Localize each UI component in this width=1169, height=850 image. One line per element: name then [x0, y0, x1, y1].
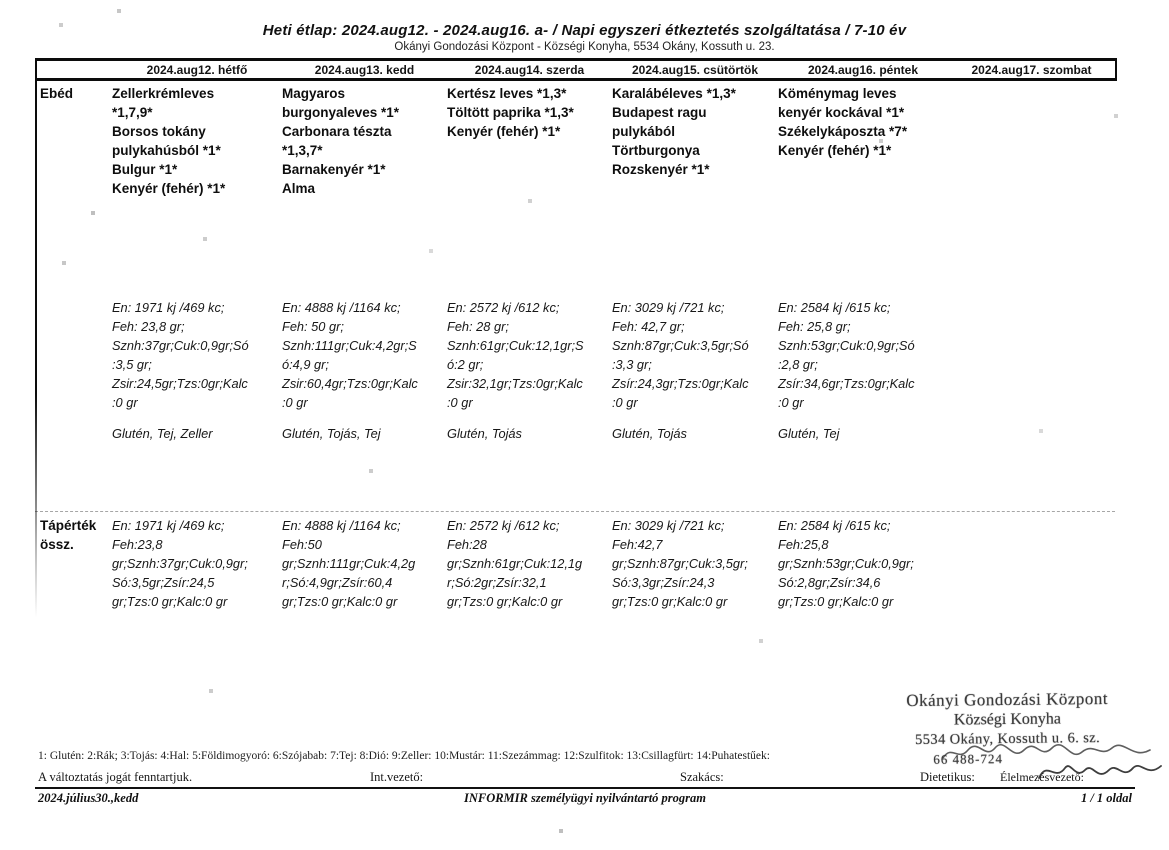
- allergens-wednesday: Glutén, Tojás: [447, 426, 522, 441]
- lunch-monday: Zellerkrémleves *1,7,9* Borsos tokány pu…: [112, 86, 226, 196]
- nutrition-tuesday: En: 4888 kj /1164 kc; Feh: 50 gr; Sznh:1…: [282, 300, 418, 410]
- row-separator: [35, 511, 1115, 512]
- day-header-saturday: 2024.aug17. szombat: [971, 62, 1092, 77]
- nutrition-wednesday: En: 2572 kj /612 kc; Feh: 28 gr; Sznh:61…: [447, 300, 584, 410]
- allergen-legend: 1: Glutén: 2:Rák; 3:Tojás: 4:Hal: 5:Föld…: [38, 750, 770, 762]
- nutrition-total-thursday: En: 3029 kj /721 kc; Feh:42,7 gr;Sznh:87…: [612, 518, 748, 609]
- nutrition-total-row: Tápérték össz. En: 1971 kj /469 kc; Feh:…: [35, 516, 1115, 611]
- nutrition-total-tuesday: En: 4888 kj /1164 kc; Feh:50 gr;Sznh:111…: [282, 518, 416, 609]
- lunch-tuesday: Magyaros burgonyaleves *1* Carbonara tés…: [282, 86, 400, 196]
- allergen-row: Glutén, Tej, Zeller Glutén, Tojás, Tej G…: [35, 426, 1115, 441]
- nutrition-friday: En: 2584 kj /615 kc; Feh: 25,8 gr; Sznh:…: [778, 300, 915, 410]
- allergens-friday: Glutén, Tej: [778, 426, 840, 441]
- footer-page-number: 1 / 1 oldal: [1080, 791, 1132, 805]
- day-header-monday: 2024.aug12. hétfő: [146, 62, 248, 77]
- allergens-tuesday: Glutén, Tojás, Tej: [282, 426, 381, 441]
- cook-label: Szakács:: [680, 770, 724, 784]
- allergens-monday: Glutén, Tej, Zeller: [112, 426, 213, 441]
- day-header-row: 2024.aug12. hétfő 2024.aug13. kedd 2024.…: [35, 58, 1117, 81]
- allergens-saturday: [948, 426, 1115, 441]
- signature-row: A változtatás jogát fenntartjuk. Int.vez…: [35, 769, 1135, 789]
- footer-print-date: 2024.július30.,kedd: [38, 791, 139, 805]
- scan-noise: [0, 0, 2, 2]
- lunch-friday: Köménymag leves kenyér kockával *1* Szék…: [778, 86, 908, 158]
- stamp-address: 5534 Okány, Kossuth u. 6. sz.: [915, 730, 1101, 748]
- footer-program-name: INFORMIR személyügyi nyilvántartó progra…: [463, 791, 707, 805]
- allergen-row-spacer: [35, 426, 112, 441]
- lunch-saturday: [948, 84, 1115, 198]
- nutrition-total-monday: En: 1971 kj /469 kc; Feh:23,8 gr;Sznh:37…: [112, 518, 248, 609]
- page-title: Heti étlap: 2024.aug12. - 2024.aug16. a-…: [262, 22, 907, 39]
- stamp-kitchen-name: Községi Konyha: [953, 710, 1062, 729]
- stamp-org-name: Okányi Gondozási Központ: [906, 688, 1109, 711]
- day-header-thursday: 2024.aug15. csütörtök: [631, 62, 759, 77]
- institution-leader-label: Int.vezető:: [370, 770, 424, 784]
- nutrition-thursday: En: 3029 kj /721 kc; Feh: 42,7 gr; Sznh:…: [612, 300, 749, 410]
- nutrition-per-meal-row: En: 1971 kj /469 kc; Feh: 23,8 gr; Sznh:…: [35, 298, 1115, 412]
- nutrition-saturday: [948, 298, 1115, 412]
- nutrition-monday: En: 1971 kj /469 kc; Feh: 23,8 gr; Sznh:…: [112, 300, 249, 410]
- day-header-friday: 2024.aug16. péntek: [807, 62, 919, 77]
- lunch-row-label: Ebéd: [40, 86, 74, 101]
- footer-row: 2024.július30.,kedd INFORMIR személyügyi…: [35, 791, 1135, 809]
- nutrition-row-spacer: [35, 298, 112, 412]
- dietitian-label: Dietetikus:: [920, 770, 975, 784]
- nutrition-total-friday: En: 2584 kj /615 kc; Feh:25,8 gr;Sznh:53…: [778, 518, 914, 609]
- day-header-wednesday: 2024.aug14. szerda: [474, 62, 585, 77]
- nutrition-total-saturday: [948, 516, 1115, 611]
- lunch-wednesday: Kertész leves *1,3* Töltött paprika *1,3…: [447, 86, 574, 139]
- page-subtitle: Okányi Gondozási Központ - Községi Konyh…: [394, 41, 775, 53]
- rights-disclaimer: A változtatás jogát fenntartjuk.: [38, 770, 193, 784]
- nutrition-total-wednesday: En: 2572 kj /612 kc; Feh:28 gr;Sznh:61gr…: [447, 518, 583, 609]
- allergens-thursday: Glutén, Tojás: [612, 426, 687, 441]
- table-left-border: [35, 58, 37, 618]
- nutrition-total-label: Tápérték össz.: [40, 518, 97, 552]
- lunch-thursday: Karalábéleves *1,3* Budapest ragu pulyká…: [612, 86, 736, 177]
- catering-manager-label: Élelmezésvezető:: [1000, 770, 1084, 784]
- lunch-row: Ebéd Zellerkrémleves *1,7,9* Borsos toká…: [35, 84, 1115, 198]
- day-header-tuesday: 2024.aug13. kedd: [314, 62, 415, 77]
